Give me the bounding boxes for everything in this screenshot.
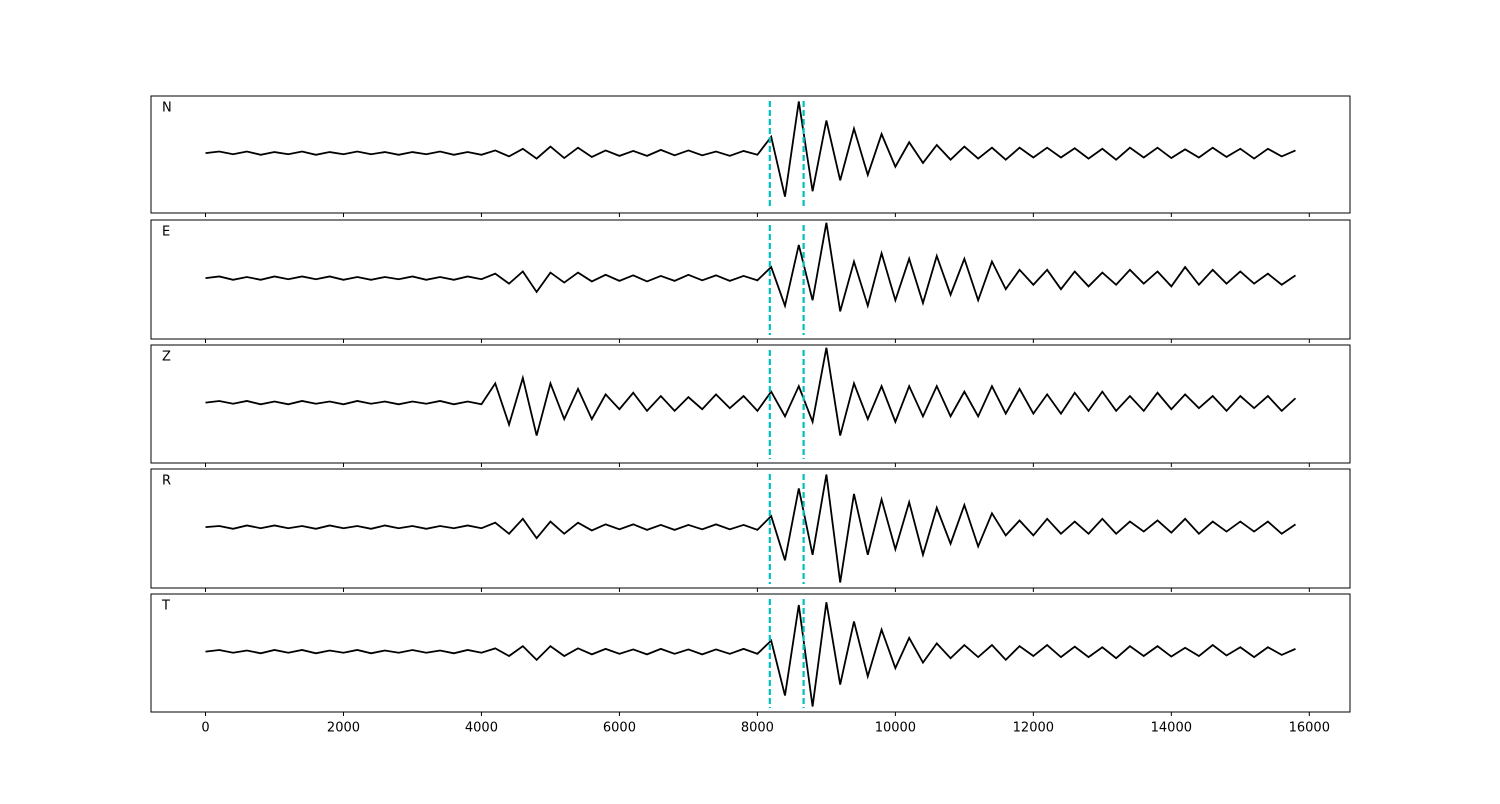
panel-label: T bbox=[161, 599, 170, 614]
panel-frame bbox=[150, 219, 1351, 340]
x-tick-label: 12000 bbox=[1013, 721, 1054, 736]
panel-label: R bbox=[162, 474, 171, 489]
panel-label: E bbox=[162, 225, 170, 240]
x-tick-label: 0 bbox=[201, 721, 209, 736]
panel-label: N bbox=[162, 101, 172, 116]
trace bbox=[205, 474, 1297, 583]
trace bbox=[205, 222, 1297, 312]
x-tick-label: 10000 bbox=[875, 721, 916, 736]
x-tick-label: 6000 bbox=[603, 721, 636, 736]
panel-frame bbox=[150, 593, 1351, 713]
panel-label: Z bbox=[162, 350, 171, 365]
panel-frame bbox=[150, 468, 1351, 589]
panel-frame bbox=[150, 344, 1351, 464]
x-tick-label: 2000 bbox=[327, 721, 360, 736]
trace bbox=[205, 101, 1296, 197]
x-tick-label: 8000 bbox=[741, 721, 774, 736]
x-tick-label: 14000 bbox=[1151, 721, 1192, 736]
trace bbox=[205, 347, 1297, 436]
x-tick-label: 4000 bbox=[465, 721, 498, 736]
panel-frame bbox=[150, 95, 1351, 214]
trace bbox=[205, 602, 1296, 707]
x-tick-label: 16000 bbox=[1289, 721, 1330, 736]
